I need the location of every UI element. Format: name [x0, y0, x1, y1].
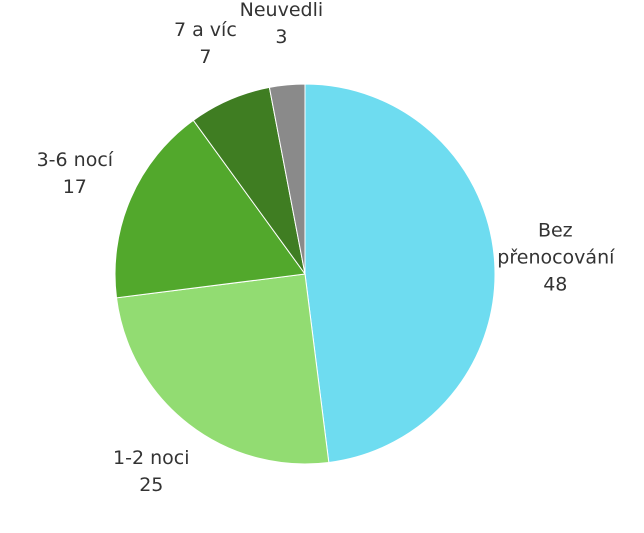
pie-slice — [268, 83, 306, 275]
label-name: Bez přenocování — [497, 219, 615, 269]
label-name: 1-2 noci — [113, 447, 190, 470]
pie-slice — [304, 83, 496, 464]
data-label: Bez přenocování 48 — [495, 218, 615, 299]
label-name: 7 a víc — [174, 18, 237, 41]
pie-slice — [114, 119, 306, 299]
label-name: Neuvedli — [239, 0, 324, 22]
label-value: 17 — [62, 176, 87, 199]
label-name: 3-6 nocí — [36, 149, 114, 172]
data-label: Neuvedli 3 — [221, 0, 341, 51]
data-label: 3-6 nocí 17 — [15, 147, 135, 201]
data-label: 1-2 noci 25 — [91, 445, 211, 499]
label-value: 3 — [275, 26, 288, 49]
data-label: 7 a víc 7 — [145, 17, 265, 71]
pie-slice — [115, 273, 330, 465]
label-value: 48 — [543, 273, 568, 296]
label-value: 25 — [139, 474, 164, 497]
label-value: 7 — [199, 45, 212, 68]
